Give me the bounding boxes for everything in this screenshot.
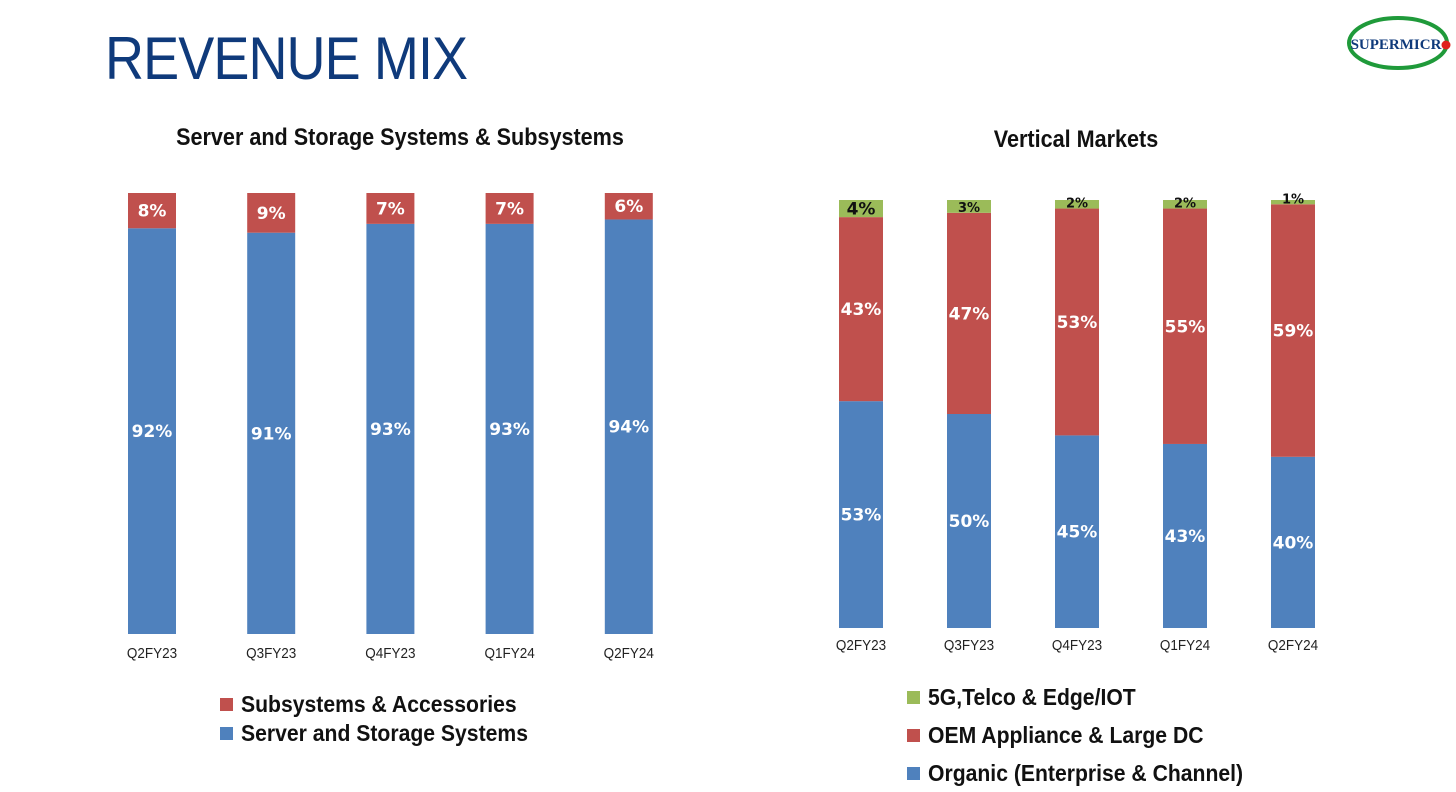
vertical-markets-tick-label: Q2FY24 <box>1268 637 1318 654</box>
vertical-markets-bar-q2fy24-series-1 <box>1271 204 1315 457</box>
legend-server-storage: Subsystems & Accessories Server and Stor… <box>220 690 553 748</box>
server-storage-bar-q2fy24-series-1 <box>604 193 653 220</box>
vertical-markets-tick-label: Q4FY23 <box>1052 637 1102 654</box>
vertical-markets-bar-q2fy24-series-0 <box>1271 456 1315 628</box>
legend-swatch-subsystems <box>220 698 233 711</box>
server-storage-tick-label: Q1FY24 <box>484 645 534 662</box>
vertical-markets-bar-q4fy23-series-2 <box>1055 200 1099 209</box>
vertical-markets-data-label: 55% <box>1165 317 1206 337</box>
vertical-markets-bar-q1fy24-series-0 <box>1163 443 1207 628</box>
server-storage-tick-label: Q4FY23 <box>365 645 415 662</box>
vertical-markets-bar-q4fy23-series-0 <box>1055 435 1099 628</box>
vertical-markets-tick-label: Q3FY23 <box>944 637 994 654</box>
server-storage-data-label: 7% <box>495 199 524 219</box>
server-storage-tick-label: Q2FY23 <box>127 645 177 662</box>
server-storage-data-label: 93% <box>489 420 530 440</box>
legend-label-organic: Organic (Enterprise & Channel) <box>928 759 1244 786</box>
legend-label-5g-telco: 5G,Telco & Edge/IOT <box>928 683 1136 710</box>
supermicro-logo: SUPERMICR <box>1347 16 1451 70</box>
vertical-markets-data-label: 59% <box>1273 322 1314 342</box>
chart-title-server-storage: Server and Storage Systems & Subsystems <box>176 124 624 151</box>
server-storage-data-label: 8% <box>138 202 167 222</box>
server-storage-bar-q2fy23-series-0 <box>128 228 176 634</box>
legend-item: Server and Storage Systems <box>220 719 553 748</box>
legend-item: Organic (Enterprise & Channel) <box>907 754 1271 792</box>
chart-title-vertical-markets: Vertical Markets <box>993 126 1159 153</box>
vertical-markets-bar-q2fy23-series-1 <box>839 217 883 402</box>
vertical-markets-bar-q3fy23-series-1 <box>947 212 991 414</box>
vertical-markets-bar-q2fy24-series-2 <box>1271 200 1315 205</box>
vertical-markets-bar-q3fy23-series-2 <box>947 200 991 213</box>
vertical-markets-data-label: 43% <box>1165 527 1206 547</box>
server-storage-data-label: 6% <box>614 197 643 217</box>
server-storage-data-label: 92% <box>132 422 173 442</box>
server-storage-data-label: 94% <box>608 418 649 438</box>
legend-label-subsystems: Subsystems & Accessories <box>241 691 517 717</box>
vertical-markets-bar-q3fy23-series-0 <box>947 414 991 628</box>
logo-dot <box>1441 40 1451 50</box>
server-storage-bar-q2fy24-series-0 <box>604 219 653 634</box>
vertical-markets-bar-q2fy23-series-2 <box>839 200 883 218</box>
vertical-markets-bar-q4fy23-series-1 <box>1055 208 1099 436</box>
vertical-markets-data-label: 53% <box>841 506 882 526</box>
legend-item: 5G,Telco & Edge/IOT <box>907 678 1271 716</box>
vertical-markets-data-label: 47% <box>949 304 990 324</box>
vertical-markets-data-label: 1% <box>1282 192 1304 207</box>
legend-label-server-storage: Server and Storage Systems <box>241 720 528 746</box>
vertical-markets-data-label: 50% <box>949 512 990 532</box>
server-storage-tick-label: Q3FY23 <box>246 645 296 662</box>
vertical-markets-data-label: 2% <box>1066 197 1088 212</box>
server-storage-bar-q3fy23-series-1 <box>247 193 296 233</box>
legend-swatch-5g-telco <box>907 690 920 704</box>
server-storage-bar-q4fy23-series-0 <box>366 223 415 634</box>
vertical-markets-data-label: 4% <box>847 200 876 220</box>
legend-item: Subsystems & Accessories <box>220 690 553 719</box>
vertical-markets-data-label: 45% <box>1057 523 1098 543</box>
vertical-markets-tick-label: Q2FY23 <box>836 637 886 654</box>
vertical-markets-bar-q2fy23-series-0 <box>839 401 883 628</box>
vertical-markets-bar-q1fy24-series-2 <box>1163 200 1207 209</box>
legend-vertical-markets: 5G,Telco & Edge/IOT OEM Appliance & Larg… <box>907 678 1271 792</box>
server-storage-bar-q3fy23-series-0 <box>247 232 296 634</box>
logo-wordmark: SUPERMICR <box>1351 37 1442 53</box>
server-storage-tick-label: Q2FY24 <box>604 645 654 662</box>
legend-item: OEM Appliance & Large DC <box>907 716 1271 754</box>
page-title: REVENUE MIX <box>105 25 468 92</box>
vertical-markets-bar-q1fy24-series-1 <box>1163 208 1207 444</box>
server-storage-bar-q2fy23-series-1 <box>128 193 176 229</box>
server-storage-bar-q1fy24-series-1 <box>485 193 534 224</box>
server-storage-bar-q4fy23-series-1 <box>366 193 415 224</box>
vertical-markets-data-label: 3% <box>958 201 980 216</box>
server-storage-data-label: 93% <box>370 420 411 440</box>
server-storage-bar-q1fy24-series-0 <box>485 223 534 634</box>
legend-swatch-server-storage <box>220 727 233 740</box>
vertical-markets-data-label: 43% <box>841 300 882 320</box>
vertical-markets-data-label: 2% <box>1174 197 1196 212</box>
legend-swatch-oem <box>907 728 920 742</box>
vertical-markets-tick-label: Q1FY24 <box>1160 637 1210 654</box>
legend-swatch-organic <box>907 766 920 780</box>
server-storage-data-label: 91% <box>251 424 292 444</box>
legend-label-oem: OEM Appliance & Large DC <box>928 721 1204 748</box>
vertical-markets-data-label: 40% <box>1273 533 1314 553</box>
server-storage-data-label: 9% <box>257 204 286 224</box>
vertical-markets-data-label: 53% <box>1057 313 1098 333</box>
server-storage-data-label: 7% <box>376 199 405 219</box>
